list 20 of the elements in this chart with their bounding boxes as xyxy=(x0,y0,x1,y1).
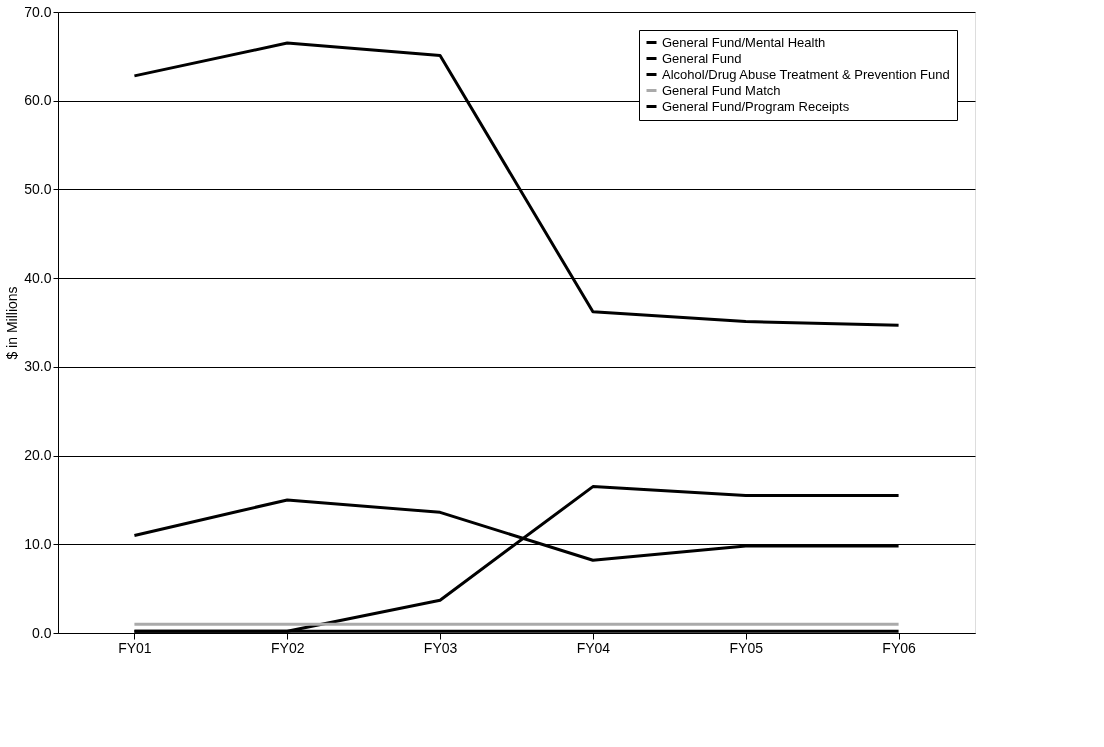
legend-label: General Fund Match xyxy=(662,82,781,98)
x-tick-label: FY03 xyxy=(423,639,458,656)
x-tick-label: FY06 xyxy=(882,639,917,656)
x-tick-label: FY05 xyxy=(729,639,764,656)
y-tick-label: 70.0 xyxy=(24,3,52,20)
y-tick-label: 0.0 xyxy=(32,624,52,641)
legend-label: General Fund/Program Receipts xyxy=(662,98,850,114)
y-tick-label: 50.0 xyxy=(24,180,52,197)
y-tick-label: 20.0 xyxy=(24,447,52,464)
x-tick-label: FY01 xyxy=(118,639,152,656)
y-tick-label: 60.0 xyxy=(24,92,52,109)
legend-label: General Fund/Mental Health xyxy=(662,34,826,50)
legend-label: General Fund xyxy=(662,50,742,66)
legend-label: Alcohol/Drug Abuse Treatment & Prevention Fund xyxy=(662,66,950,82)
x-tick-label: FY04 xyxy=(576,639,611,656)
y-axis-title: $ in Millions xyxy=(4,286,21,360)
y-tick-label: 10.0 xyxy=(24,535,52,552)
y-tick-label: 30.0 xyxy=(24,358,52,375)
y-tick-label: 40.0 xyxy=(24,269,52,286)
x-tick-label: FY02 xyxy=(271,639,305,656)
